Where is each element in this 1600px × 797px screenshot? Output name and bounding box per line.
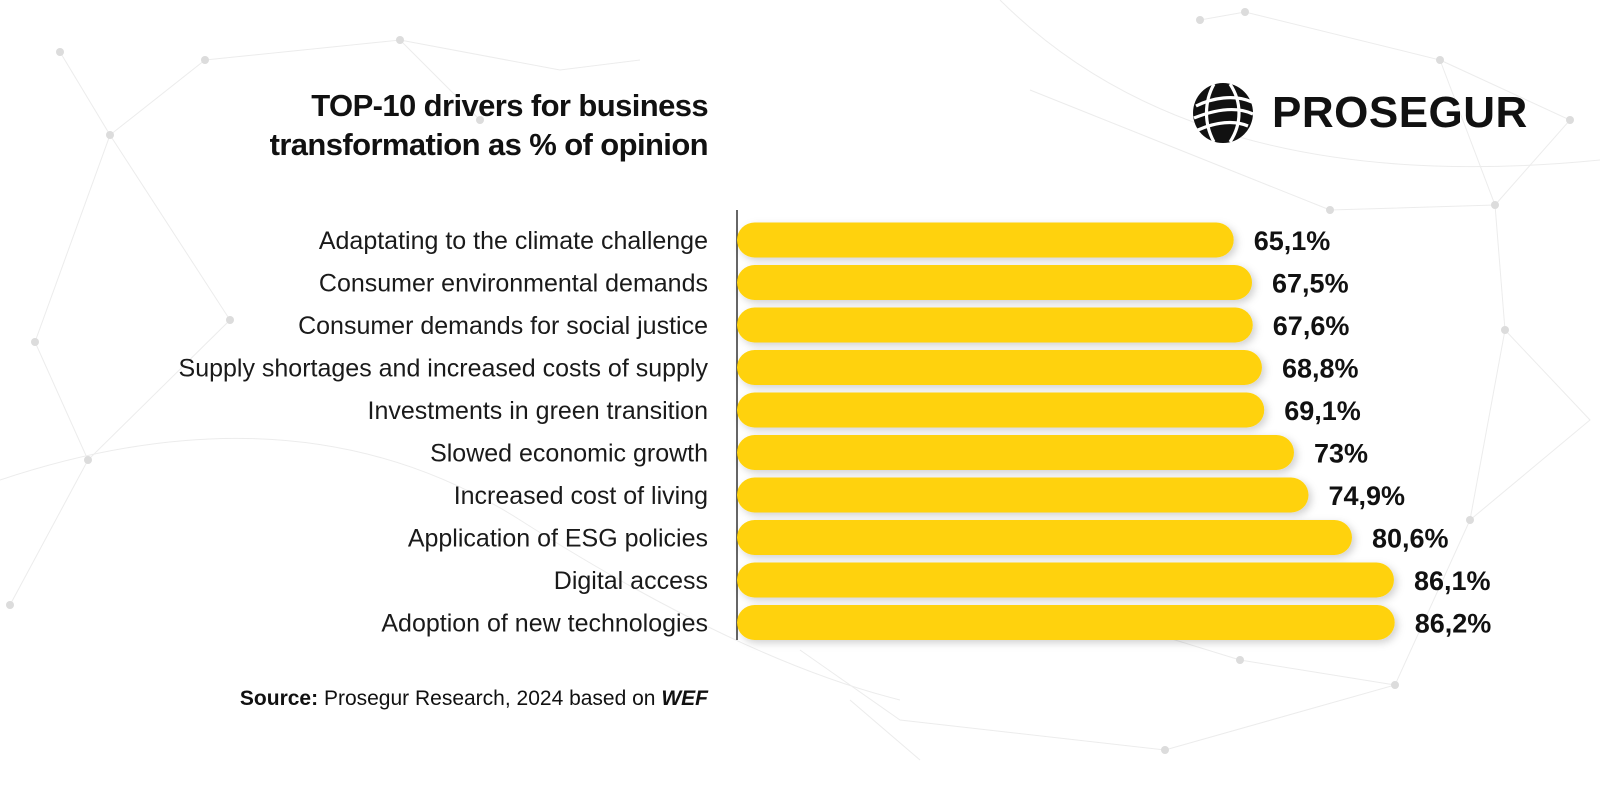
chart-title: TOP-10 drivers for business transformati… <box>148 86 709 164</box>
value-label: 69,1% <box>1284 396 1361 426</box>
category-label: Adoption of new technologies <box>381 610 708 638</box>
chart-title-line-2: transformation as % of opinion <box>269 127 709 162</box>
category-label: Consumer demands for social justice <box>298 312 708 340</box>
value-label: 86,1% <box>1414 566 1491 596</box>
value-label: 67,5% <box>1272 269 1349 299</box>
source-text: Prosegur Research, 2024 based on <box>323 687 656 710</box>
bar <box>737 562 1394 598</box>
value-label: 86,2% <box>1415 609 1492 639</box>
bar <box>737 392 1265 428</box>
category-label: Slowed economic growth <box>430 440 708 468</box>
value-label: 68,8% <box>1282 354 1359 384</box>
bar <box>737 265 1253 300</box>
value-label: 74,9% <box>1328 481 1405 511</box>
bar <box>737 520 1352 555</box>
bar <box>737 435 1294 470</box>
value-label: 67,6% <box>1273 311 1350 341</box>
bar <box>737 350 1262 385</box>
brand-logo: PROSEGUR <box>1190 80 1528 146</box>
source-emphasis: WEF <box>661 687 708 710</box>
category-label: Investments in green transition <box>368 397 708 425</box>
brand-name: PROSEGUR <box>1272 88 1528 137</box>
category-label: Increased cost of living <box>454 482 708 510</box>
category-label: Consumer environmental demands <box>319 270 708 298</box>
category-label: Adaptating to the climate challenge <box>319 227 708 255</box>
bars-group: Adaptating to the climate challenge 65,1%… <box>179 222 1492 640</box>
value-label: 80,6% <box>1372 524 1449 554</box>
value-label: 65,1% <box>1254 226 1331 256</box>
category-label: Supply shortages and increased costs of … <box>179 355 709 383</box>
globe-icon <box>1193 83 1254 143</box>
chart-title-line-1: TOP-10 drivers for business <box>311 88 708 123</box>
bar <box>737 477 1309 513</box>
category-label: Application of ESG policies <box>408 525 708 553</box>
source-label: Source: <box>239 687 319 710</box>
category-label: Digital access <box>554 567 708 595</box>
bar <box>737 307 1253 343</box>
bar <box>737 605 1395 640</box>
source-note: Source: Prosegur Research, 2024 based on… <box>240 687 708 711</box>
value-label: 73% <box>1314 439 1368 469</box>
bar <box>737 222 1234 258</box>
